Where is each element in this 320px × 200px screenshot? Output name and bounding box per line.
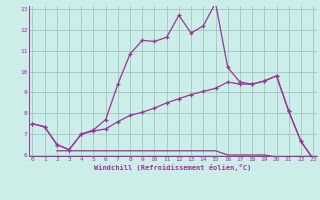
X-axis label: Windchill (Refroidissement éolien,°C): Windchill (Refroidissement éolien,°C) <box>94 164 252 171</box>
